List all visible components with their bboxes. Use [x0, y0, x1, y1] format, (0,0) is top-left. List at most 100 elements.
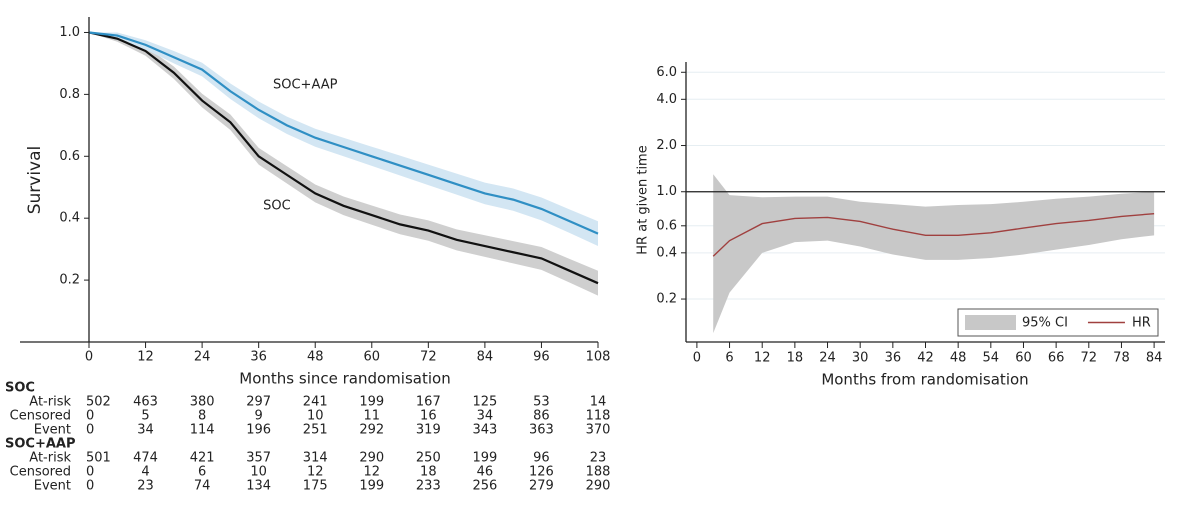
table-cell: 86: [533, 409, 550, 424]
x-tick-label: 96: [533, 350, 550, 365]
group-name: SOC+AAP: [5, 437, 76, 452]
y-tick-label: 0.8: [59, 87, 80, 102]
table-cell: 343: [472, 423, 497, 438]
table-cell: 23: [590, 451, 607, 466]
table-cell: 11: [364, 409, 381, 424]
table-cell: 380: [190, 395, 215, 410]
ci-band: [89, 32, 598, 247]
x-tick-label: 108: [586, 350, 611, 365]
table-cell: 74: [194, 479, 211, 494]
table-cell: 96: [533, 451, 550, 466]
table-cell: 199: [359, 479, 384, 494]
table-cell: 370: [586, 423, 611, 438]
x-tick-label: 48: [950, 351, 967, 366]
table-cell: 319: [416, 423, 441, 438]
row-label: Censored: [10, 465, 71, 480]
x-tick-label: 60: [1015, 351, 1032, 366]
x-axis-label: Months from randomisation: [821, 371, 1028, 389]
table-cell: 10: [250, 465, 267, 480]
y-tick-label: 0.4: [656, 245, 677, 260]
table-cell: 0: [86, 465, 94, 480]
table-cell: 0: [86, 409, 94, 424]
table-cell: 12: [307, 465, 324, 480]
series-line: [88, 31, 599, 285]
table-cell: 126: [529, 465, 554, 480]
x-tick-label: 78: [1113, 351, 1130, 366]
table-cell: 6: [198, 465, 206, 480]
y-tick-label: 0.6: [656, 218, 677, 233]
table-cell: 196: [246, 423, 271, 438]
group-name: SOC: [5, 381, 35, 396]
x-tick-label: 24: [194, 350, 211, 365]
series-label: SOC: [263, 198, 291, 213]
x-tick-label: 18: [787, 351, 804, 366]
table-cell: 125: [472, 395, 497, 410]
x-tick-label: 84: [1146, 351, 1163, 366]
table-cell: 199: [359, 395, 384, 410]
table-cell: 167: [416, 395, 441, 410]
table-cell: 256: [472, 479, 497, 494]
legend-label: 95% CI: [1022, 316, 1068, 331]
table-cell: 18: [420, 465, 437, 480]
table-cell: 357: [246, 451, 271, 466]
table-cell: 314: [303, 451, 328, 466]
x-tick-label: 48: [307, 350, 324, 365]
table-cell: 134: [246, 479, 271, 494]
x-tick-label: 66: [1048, 351, 1065, 366]
series-label: SOC+AAP: [273, 78, 338, 93]
row-label: Event: [34, 479, 71, 494]
row-label: Event: [34, 423, 71, 438]
table-cell: 12: [364, 465, 381, 480]
ci-band: [89, 32, 598, 296]
legend-swatch: [965, 315, 1016, 330]
x-tick-label: 54: [983, 351, 1000, 366]
table-cell: 0: [86, 479, 94, 494]
table-cell: 4: [141, 465, 149, 480]
x-tick-label: 36: [250, 350, 267, 365]
table-cell: 175: [303, 479, 328, 494]
table-cell: 118: [586, 409, 611, 424]
table-cell: 53: [533, 395, 550, 410]
table-cell: 421: [190, 451, 215, 466]
row-label: At-risk: [29, 451, 71, 466]
table-cell: 5: [141, 409, 149, 424]
x-tick-label: 60: [364, 350, 381, 365]
x-tick-label: 30: [852, 351, 869, 366]
ci-band: [713, 174, 1155, 334]
table-cell: 10: [307, 409, 324, 424]
table-cell: 290: [586, 479, 611, 494]
x-tick-label: 12: [754, 351, 771, 366]
x-tick-label: 84: [477, 350, 494, 365]
x-tick-label: 6: [725, 351, 733, 366]
table-cell: 0: [86, 423, 94, 438]
y-tick-label: 4.0: [656, 92, 677, 107]
table-cell: 501: [86, 451, 111, 466]
table-cell: 463: [133, 395, 158, 410]
y-tick-label: 6.0: [656, 65, 677, 80]
table-cell: 199: [472, 451, 497, 466]
table-cell: 297: [246, 395, 271, 410]
table-cell: 250: [416, 451, 441, 466]
table-cell: 14: [590, 395, 607, 410]
row-label: At-risk: [29, 395, 71, 410]
table-cell: 292: [359, 423, 384, 438]
table-cell: 290: [359, 451, 384, 466]
x-axis-label: Months since randomisation: [239, 370, 450, 388]
y-tick-label: 2.0: [656, 138, 677, 153]
y-axis-label: HR at given time: [636, 145, 651, 254]
table-cell: 8: [198, 409, 206, 424]
table-cell: 188: [586, 465, 611, 480]
series-line: [712, 212, 1155, 257]
x-tick-label: 42: [917, 351, 934, 366]
x-tick-label: 0: [85, 350, 93, 365]
y-axis-label: Survival: [25, 146, 45, 215]
table-cell: 16: [420, 409, 437, 424]
y-tick-label: 0.2: [59, 273, 80, 288]
series-line: [88, 31, 599, 235]
table-cell: 474: [133, 451, 158, 466]
x-tick-label: 72: [1081, 351, 1098, 366]
table-cell: 363: [529, 423, 554, 438]
x-tick-label: 24: [819, 351, 836, 366]
table-cell: 251: [303, 423, 328, 438]
